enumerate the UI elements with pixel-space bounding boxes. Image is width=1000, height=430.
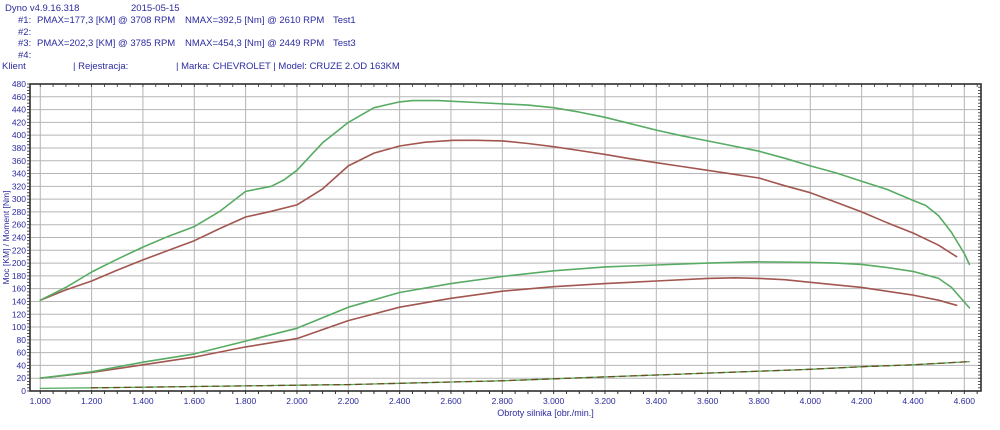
y-tick-label: 380 bbox=[12, 143, 26, 153]
y-tick-label: 60 bbox=[17, 348, 27, 358]
x-axis-title: Obroty silnika [obr./min.] bbox=[497, 408, 594, 418]
x-tick-label: 1.600 bbox=[184, 396, 206, 406]
y-tick-label: 340 bbox=[12, 169, 26, 179]
y-tick-label: 460 bbox=[12, 92, 26, 102]
plot-frame bbox=[29, 83, 982, 392]
test1-id: #1: bbox=[18, 15, 32, 26]
y-tick-label: 160 bbox=[12, 284, 26, 294]
x-tick-label: 1.000 bbox=[30, 396, 52, 406]
axis-labels: 0 20 40 60 80 100 120 140 160 180 200 220 240 260 280 3… bbox=[12, 79, 975, 406]
y-tick-label: 80 bbox=[17, 335, 27, 345]
y-tick-label: 180 bbox=[12, 271, 26, 281]
curve-torque-test3-nm- bbox=[39, 99, 971, 302]
y-tick-label: 320 bbox=[12, 181, 26, 191]
y-tick-label: 260 bbox=[12, 220, 26, 230]
x-tick-label: 4.000 bbox=[800, 396, 822, 406]
x-tick-label: 1.800 bbox=[235, 396, 257, 406]
test1-pmax: PMAX=177,3 [KM] @ 3708 RPM bbox=[37, 15, 176, 26]
test1-nmax: NMAX=392,5 [Nm] @ 2610 RPM bbox=[185, 15, 325, 26]
y-tick-label: 280 bbox=[12, 207, 26, 217]
test3-id: #3: bbox=[18, 38, 32, 49]
x-tick-label: 4.200 bbox=[851, 396, 873, 406]
x-tick-label: 4.400 bbox=[902, 396, 924, 406]
y-tick-label: 20 bbox=[17, 373, 27, 383]
registration-label: | Rejestracja: bbox=[73, 61, 129, 72]
curve-torque-test1-nm- bbox=[39, 139, 958, 302]
dyno-curves bbox=[39, 99, 971, 390]
x-tick-label: 3.200 bbox=[594, 396, 616, 406]
y-tick-label: 120 bbox=[12, 309, 26, 319]
curve-loss-power-test1-km- bbox=[90, 360, 971, 389]
test3-nmax: NMAX=454,3 [Nm] @ 2449 RPM bbox=[185, 38, 325, 49]
app-title: Dyno v4.9.16.318 bbox=[5, 3, 80, 14]
x-tick-label: 3.000 bbox=[543, 396, 565, 406]
y-tick-label: 100 bbox=[12, 322, 26, 332]
test4-id: #4: bbox=[18, 50, 32, 61]
x-tick-label: 2.200 bbox=[338, 396, 360, 406]
y-tick-label: 200 bbox=[12, 258, 26, 268]
y-tick-label: 480 bbox=[12, 79, 26, 89]
client-label: Klient bbox=[2, 61, 26, 72]
x-tick-label: 1.400 bbox=[132, 396, 154, 406]
x-tick-label: 2.400 bbox=[389, 396, 411, 406]
x-tick-label: 2.800 bbox=[492, 396, 514, 406]
y-tick-label: 240 bbox=[12, 233, 26, 243]
curve-power-test1-km- bbox=[39, 276, 958, 380]
grid-lines bbox=[30, 84, 981, 391]
y-tick-label: 220 bbox=[12, 245, 26, 255]
make-model-label: | Marka: CHEVROLET | Model: CRUZE 2.OD 1… bbox=[176, 61, 400, 72]
test2-id: #2: bbox=[18, 27, 32, 38]
x-tick-label: 4.600 bbox=[954, 396, 976, 406]
x-tick-label: 2.600 bbox=[440, 396, 462, 406]
y-tick-label: 300 bbox=[12, 194, 26, 204]
y-tick-label: 420 bbox=[12, 117, 26, 127]
y-tick-label: 0 bbox=[21, 386, 26, 396]
y-tick-label: 140 bbox=[12, 296, 26, 306]
x-tick-label: 3.400 bbox=[646, 396, 668, 406]
test3-name: Test3 bbox=[333, 38, 356, 49]
y-tick-label: 360 bbox=[12, 156, 26, 166]
x-tick-label: 3.600 bbox=[697, 396, 719, 406]
test3-pmax: PMAX=202,3 [KM] @ 3785 RPM bbox=[37, 38, 176, 49]
y-tick-label: 40 bbox=[17, 360, 27, 370]
y-axis-title: Moc [KM] / Moment [Nm] bbox=[1, 191, 11, 285]
x-tick-label: 3.800 bbox=[748, 396, 770, 406]
report-date: 2015-05-15 bbox=[131, 3, 180, 14]
axis-ticks bbox=[27, 83, 981, 394]
y-tick-label: 440 bbox=[12, 105, 26, 115]
y-tick-label: 400 bbox=[12, 130, 26, 140]
curve-power-test3-km- bbox=[39, 260, 971, 380]
test1-name: Test1 bbox=[333, 15, 356, 26]
x-tick-label: 1.200 bbox=[81, 396, 103, 406]
x-tick-label: 2.000 bbox=[286, 396, 308, 406]
